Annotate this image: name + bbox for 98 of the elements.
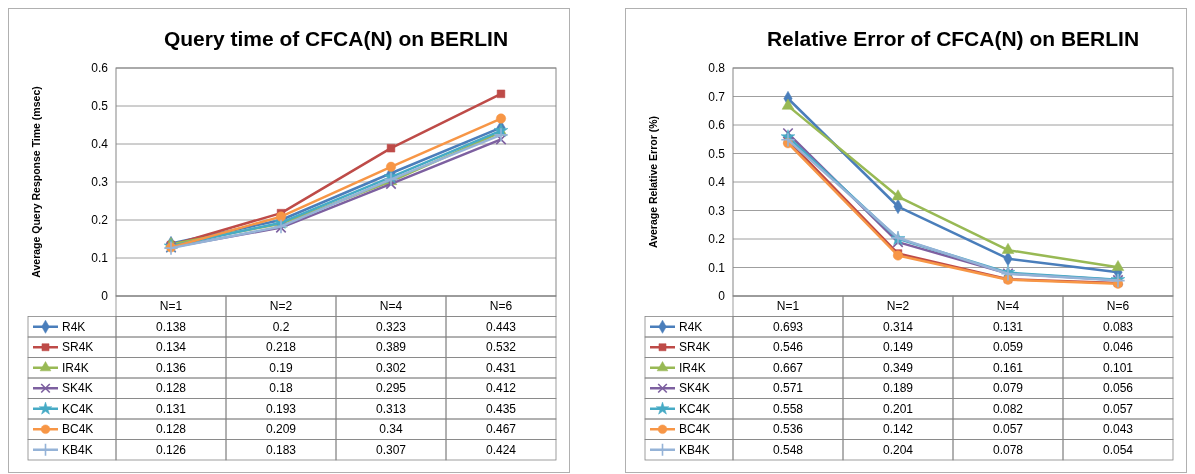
legend-label: KB4K [679, 442, 710, 457]
legend-label: KC4K [679, 401, 711, 416]
data-label: 0.19 [269, 360, 293, 375]
x-tick-label: N=1 [776, 299, 800, 314]
x-tick-label: N=2 [886, 299, 910, 314]
data-label: 0.043 [1102, 422, 1134, 437]
x-tick-label: N=4 [996, 299, 1020, 314]
data-label: 0.431 [485, 360, 517, 375]
data-label: 0.078 [992, 442, 1024, 457]
data-label: 0.101 [1102, 360, 1134, 375]
data-label: 0.546 [772, 340, 804, 355]
data-label: 0.2 [272, 319, 290, 334]
data-label: 0.435 [485, 401, 517, 416]
data-label: 0.424 [485, 442, 517, 457]
legend-label: R4K [62, 319, 86, 334]
data-label: 0.201 [882, 401, 914, 416]
y-tick-label: 0.1 [708, 260, 726, 275]
data-label: 0.667 [772, 360, 804, 375]
y-tick-label: 0.6 [91, 61, 109, 76]
legend-label: BC4K [62, 422, 94, 437]
y-tick-label: 0.3 [708, 203, 726, 218]
data-label: 0.057 [1102, 401, 1134, 416]
y-tick-label: 0 [718, 289, 726, 304]
legend-label: BC4K [679, 422, 711, 437]
y-tick-label: 0.2 [708, 232, 726, 247]
data-label: 0.082 [992, 401, 1024, 416]
data-label: 0.059 [992, 340, 1024, 355]
chart-title: Relative Error of CFCA(N) on BERLIN [766, 27, 1140, 50]
data-label: 0.142 [882, 422, 914, 437]
data-label: 0.189 [882, 381, 914, 396]
y-tick-label: 0.4 [91, 137, 109, 152]
data-label: 0.046 [1102, 340, 1134, 355]
legend-label: IR4K [679, 360, 706, 375]
data-label: 0.056 [1102, 381, 1134, 396]
y-tick-label: 0 [101, 289, 109, 304]
data-label: 0.34 [379, 422, 403, 437]
y-tick-label: 0.2 [91, 213, 109, 228]
legend-label: KB4K [62, 442, 93, 457]
data-label: 0.204 [882, 442, 914, 457]
data-label: 0.295 [375, 381, 407, 396]
data-label: 0.412 [485, 381, 517, 396]
data-label: 0.054 [1102, 442, 1134, 457]
y-tick-label: 0.5 [91, 99, 109, 114]
y-axis-title: Average Relative Error (%) [647, 115, 659, 249]
data-label: 0.323 [375, 319, 407, 334]
y-axis-title: Average Query Response Time (msec) [30, 86, 42, 278]
data-label: 0.314 [882, 319, 914, 334]
y-tick-label: 0.5 [708, 146, 726, 161]
y-tick-label: 0.1 [91, 251, 109, 266]
data-label: 0.149 [882, 340, 914, 355]
y-tick-label: 0.4 [708, 175, 726, 190]
data-label: 0.307 [375, 442, 407, 457]
y-tick-label: 0.3 [91, 175, 109, 190]
y-tick-label: 0.8 [708, 61, 726, 76]
data-label: 0.18 [269, 381, 293, 396]
data-label: 0.571 [772, 381, 804, 396]
data-label: 0.128 [155, 422, 187, 437]
data-label: 0.136 [155, 360, 187, 375]
data-label: 0.209 [265, 422, 297, 437]
data-label: 0.389 [375, 340, 407, 355]
x-tick-label: N=6 [489, 299, 513, 314]
data-label: 0.349 [882, 360, 914, 375]
data-label: 0.558 [772, 401, 804, 416]
y-tick-label: 0.6 [708, 118, 726, 133]
data-label: 0.536 [772, 422, 804, 437]
data-label: 0.161 [992, 360, 1024, 375]
data-label: 0.079 [992, 381, 1024, 396]
x-tick-label: N=2 [269, 299, 293, 314]
legend-label: IR4K [62, 360, 89, 375]
data-label: 0.183 [265, 442, 297, 457]
x-tick-label: N=4 [379, 299, 403, 314]
data-label: 0.083 [1102, 319, 1134, 334]
y-tick-label: 0.7 [708, 89, 726, 104]
data-label: 0.693 [772, 319, 804, 334]
legend-label: KC4K [62, 401, 94, 416]
data-label: 0.126 [155, 442, 187, 457]
data-label: 0.467 [485, 422, 517, 437]
data-label: 0.057 [992, 422, 1024, 437]
x-tick-label: N=6 [1106, 299, 1130, 314]
legend-label: SR4K [62, 340, 94, 355]
data-label: 0.218 [265, 340, 297, 355]
x-tick-label: N=1 [159, 299, 183, 314]
data-label: 0.134 [155, 340, 187, 355]
data-label: 0.193 [265, 401, 297, 416]
data-label: 0.138 [155, 319, 187, 334]
chart-title: Query time of CFCA(N) on BERLIN [163, 27, 509, 50]
data-label: 0.128 [155, 381, 187, 396]
legend-label: SK4K [62, 381, 93, 396]
legend-label: SR4K [679, 340, 711, 355]
data-label: 0.131 [155, 401, 187, 416]
data-label: 0.313 [375, 401, 407, 416]
legend-label: SK4K [679, 381, 710, 396]
data-label: 0.443 [485, 319, 517, 334]
data-label: 0.302 [375, 360, 407, 375]
data-label: 0.131 [992, 319, 1024, 334]
legend-label: R4K [679, 319, 703, 334]
data-label: 0.548 [772, 442, 804, 457]
data-label: 0.532 [485, 340, 517, 355]
